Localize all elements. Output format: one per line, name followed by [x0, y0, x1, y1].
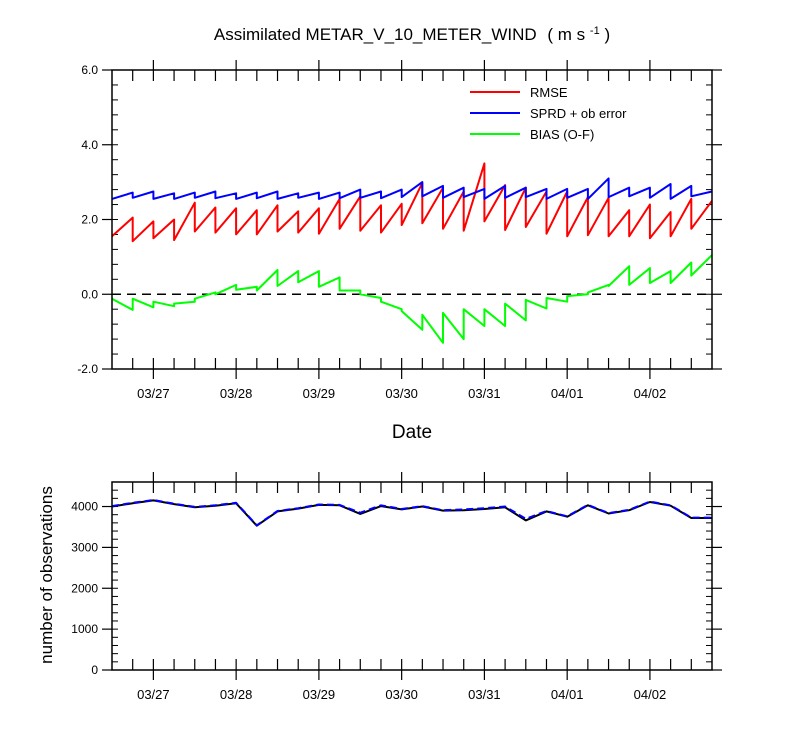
y-tick-label: 1000	[71, 622, 98, 636]
series-line-obs-0	[111, 499, 712, 527]
series-line-sprd-ob-error	[111, 177, 713, 200]
series-line-obs-1	[111, 499, 712, 527]
y-tick-label: -2.0	[77, 362, 98, 376]
bottom-panel-series	[111, 499, 712, 527]
x-tick-label: 03/28	[220, 386, 253, 401]
top-panel-y-tick-labels: -2.0 0.0 2.0 4.0 6.0	[77, 63, 98, 376]
x-tick-label: 04/01	[551, 687, 584, 702]
y-tick-label: 4.0	[81, 138, 98, 152]
chart-title-units-close: )	[604, 25, 610, 44]
y-tick-label: 2.0	[81, 213, 98, 227]
bottom-panel-ticks	[102, 472, 722, 680]
x-tick-label: 03/31	[468, 687, 501, 702]
bottom-panel-y-tick-labels: 0 1000 2000 3000 4000	[71, 500, 98, 677]
legend-label: BIAS (O-F)	[530, 127, 594, 142]
series-line-bias-o-f	[111, 254, 713, 344]
chart-title-main: Assimilated METAR_V_10_METER_WIND	[214, 25, 537, 44]
x-tick-label: 04/02	[634, 386, 667, 401]
chart-title-units-sup: -1	[590, 25, 600, 37]
chart-title: Assimilated METAR_V_10_METER_WIND ( m s …	[214, 19, 610, 44]
x-tick-label: 03/30	[385, 687, 418, 702]
x-tick-label: 03/27	[137, 386, 170, 401]
y-axis-label-observations: number of observations	[37, 486, 56, 664]
x-tick-label: 03/29	[303, 386, 336, 401]
x-tick-label: 03/28	[220, 687, 253, 702]
x-tick-label: 03/27	[137, 687, 170, 702]
y-tick-label: 0	[91, 663, 98, 677]
y-tick-label: 3000	[71, 540, 98, 554]
x-tick-label: 04/01	[551, 386, 584, 401]
series-line-rmse	[111, 162, 713, 243]
legend-label: RMSE	[530, 85, 568, 100]
x-tick-label: 04/02	[634, 687, 667, 702]
x-tick-label: 03/29	[303, 687, 336, 702]
y-tick-label: 2000	[71, 581, 98, 595]
y-tick-label: 4000	[71, 500, 98, 514]
top-panel: -2.00.02.04.06.0 03/27 03/28 03/29 03/30 03/…	[77, 60, 722, 401]
legend-label: SPRD + ob error	[530, 106, 627, 121]
x-tick-label: 03/31	[468, 386, 501, 401]
top-panel-frame	[111, 69, 713, 370]
y-tick-label: 0.0	[81, 287, 98, 301]
legend: RMSE SPRD + ob error BIAS (O-F)	[470, 85, 627, 142]
y-tick-label: 6.0	[81, 63, 98, 77]
bottom-panel-x-tick-labels: 03/27 03/28 03/29 03/30 03/31 04/01 04/02	[137, 687, 666, 702]
top-panel-ticks	[102, 60, 722, 379]
x-tick-label: 03/30	[385, 386, 418, 401]
top-panel-x-tick-labels: 03/27 03/28 03/29 03/30 03/31 04/01 04/02	[137, 386, 666, 401]
x-axis-label: Date	[392, 422, 432, 443]
chart-title-units: ( m s	[547, 25, 585, 44]
bottom-panel-frame	[111, 481, 713, 671]
top-panel-series	[111, 162, 713, 344]
